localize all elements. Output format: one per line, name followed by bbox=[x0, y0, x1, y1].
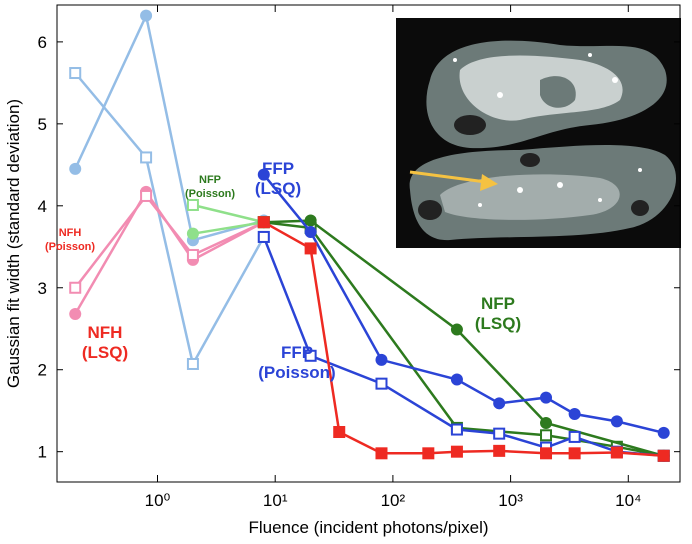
series-line bbox=[74, 11, 265, 242]
point bbox=[186, 357, 199, 370]
annotation: (Poisson) bbox=[45, 241, 95, 253]
inset-image bbox=[396, 18, 681, 248]
annotation: NFH bbox=[59, 227, 82, 239]
point bbox=[304, 226, 317, 239]
point bbox=[610, 415, 623, 428]
point bbox=[257, 230, 270, 243]
y-axis-label: Gaussian fit width (standard deviation) bbox=[4, 99, 23, 388]
series-line bbox=[74, 72, 265, 368]
point bbox=[140, 189, 153, 202]
x-tick-label: 10¹ bbox=[263, 491, 288, 510]
point bbox=[257, 168, 270, 181]
y-tick-label: 5 bbox=[38, 115, 47, 134]
series bbox=[257, 168, 670, 439]
point bbox=[140, 9, 153, 22]
point bbox=[422, 447, 435, 460]
point bbox=[450, 373, 463, 386]
y-tick-label: 1 bbox=[38, 443, 47, 462]
point bbox=[657, 449, 670, 462]
y-tick-label: 2 bbox=[38, 361, 47, 380]
series bbox=[69, 185, 270, 320]
annotation: (LSQ) bbox=[82, 343, 128, 362]
annotation: NFH bbox=[88, 323, 123, 342]
series-line bbox=[262, 236, 664, 458]
point bbox=[304, 214, 317, 227]
point bbox=[186, 227, 199, 240]
point bbox=[69, 162, 82, 175]
annotation: (Poisson) bbox=[185, 188, 235, 200]
series-line bbox=[74, 193, 265, 289]
point bbox=[568, 407, 581, 420]
point bbox=[450, 423, 463, 436]
annotation: (Poisson) bbox=[258, 363, 335, 382]
annotation: (LSQ) bbox=[255, 179, 301, 198]
y-tick-label: 3 bbox=[38, 279, 47, 298]
point bbox=[568, 447, 581, 460]
point bbox=[657, 426, 670, 439]
point bbox=[493, 444, 506, 457]
plot-frame bbox=[56, 4, 681, 483]
point bbox=[450, 445, 463, 458]
x-tick-label: 10² bbox=[381, 491, 406, 510]
point bbox=[375, 353, 388, 366]
point bbox=[375, 447, 388, 460]
point bbox=[69, 281, 82, 294]
x-tick-label: 10³ bbox=[498, 491, 523, 510]
point bbox=[304, 242, 317, 255]
point bbox=[304, 349, 317, 362]
point bbox=[493, 427, 506, 440]
annotation: FFP bbox=[262, 159, 294, 178]
series bbox=[257, 216, 670, 462]
series-line bbox=[192, 220, 265, 235]
point bbox=[375, 377, 388, 390]
point bbox=[540, 447, 553, 460]
point bbox=[186, 248, 199, 261]
series bbox=[69, 189, 270, 294]
point bbox=[186, 198, 199, 211]
point bbox=[450, 323, 463, 336]
series-line bbox=[192, 203, 265, 224]
point bbox=[493, 397, 506, 410]
series bbox=[257, 230, 670, 462]
x-tick-label: 10⁴ bbox=[615, 491, 641, 510]
series bbox=[257, 216, 670, 462]
point bbox=[69, 67, 82, 80]
point bbox=[540, 416, 553, 429]
point bbox=[540, 391, 553, 404]
annotation: FFP bbox=[281, 343, 313, 362]
y-tick-label: 6 bbox=[38, 33, 47, 52]
x-tick-label: 10⁰ bbox=[145, 491, 171, 510]
point bbox=[140, 151, 153, 164]
annotation: NFP bbox=[481, 294, 515, 313]
point bbox=[333, 426, 346, 439]
series bbox=[69, 9, 270, 247]
y-tick-label: 4 bbox=[38, 197, 47, 216]
point bbox=[568, 430, 581, 443]
annotation: NFP bbox=[199, 174, 221, 186]
point bbox=[540, 429, 553, 442]
point bbox=[610, 446, 623, 459]
point bbox=[257, 216, 270, 229]
series bbox=[257, 214, 670, 462]
point bbox=[69, 307, 82, 320]
annotation: (LSQ) bbox=[475, 314, 521, 333]
x-axis-label: Fluence (incident photons/pixel) bbox=[248, 518, 488, 537]
